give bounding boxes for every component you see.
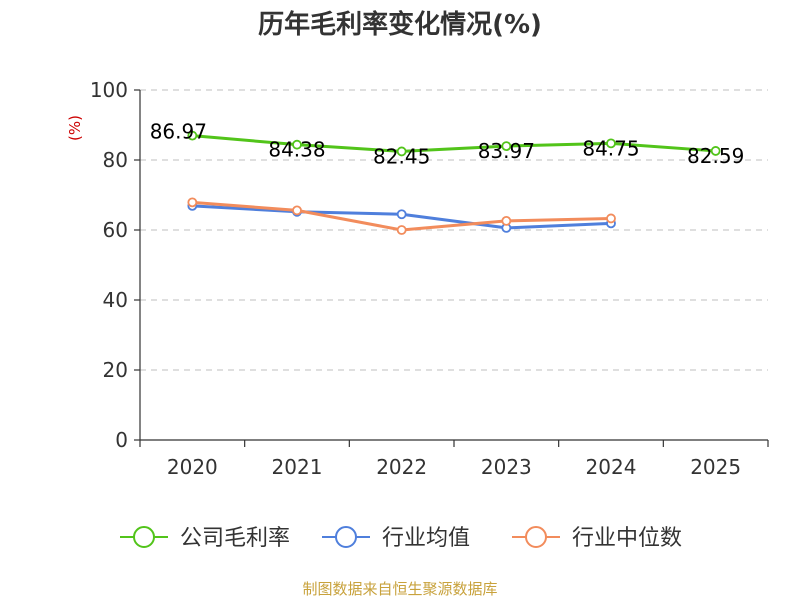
x-tick-label: 2025 [690, 455, 741, 479]
data-point [187, 130, 198, 141]
data-point [187, 197, 198, 208]
x-tick-label: 2020 [167, 455, 218, 479]
y-tick-label: 20 [103, 358, 128, 382]
data-label: 86.97 [150, 120, 207, 144]
y-tick-label: 60 [103, 218, 128, 242]
data-point [606, 138, 616, 149]
legend-label: 行业均值 [382, 526, 470, 551]
x-tick-label: 2024 [586, 455, 637, 479]
data-label: 83.97 [478, 139, 535, 163]
y-tick-label: 80 [103, 148, 128, 172]
x-tick-label: 2021 [272, 455, 323, 479]
data-point [396, 209, 407, 220]
legend-label: 行业中位数 [572, 526, 682, 551]
chart-title: 历年毛利率变化情况(%) [258, 10, 542, 40]
data-source-note: 制图数据来自恒生聚源数据库 [302, 580, 498, 598]
data-label: 84.75 [582, 136, 639, 160]
data-point [396, 225, 407, 235]
data-point [501, 215, 512, 226]
y-tick-label: 100 [90, 78, 128, 102]
legend-marker [525, 526, 547, 548]
data-point [710, 146, 721, 156]
legend-label: 公司毛利率 [180, 526, 290, 551]
data-point [396, 146, 407, 157]
y-axis-unit-label: (%) [66, 115, 84, 141]
data-point [606, 213, 616, 224]
legend-marker [335, 526, 357, 548]
data-point [501, 141, 512, 152]
y-tick-label: 40 [103, 288, 128, 312]
x-tick-label: 2023 [481, 455, 532, 479]
x-tick-label: 2022 [376, 455, 427, 479]
data-label: 82.59 [687, 144, 744, 168]
data-point [292, 205, 302, 216]
data-label: 82.45 [373, 144, 430, 168]
series-line [192, 134, 716, 153]
data-label: 84.38 [268, 138, 325, 162]
data-point [292, 139, 302, 150]
legend-marker [133, 526, 155, 548]
y-tick-label: 0 [115, 428, 128, 452]
